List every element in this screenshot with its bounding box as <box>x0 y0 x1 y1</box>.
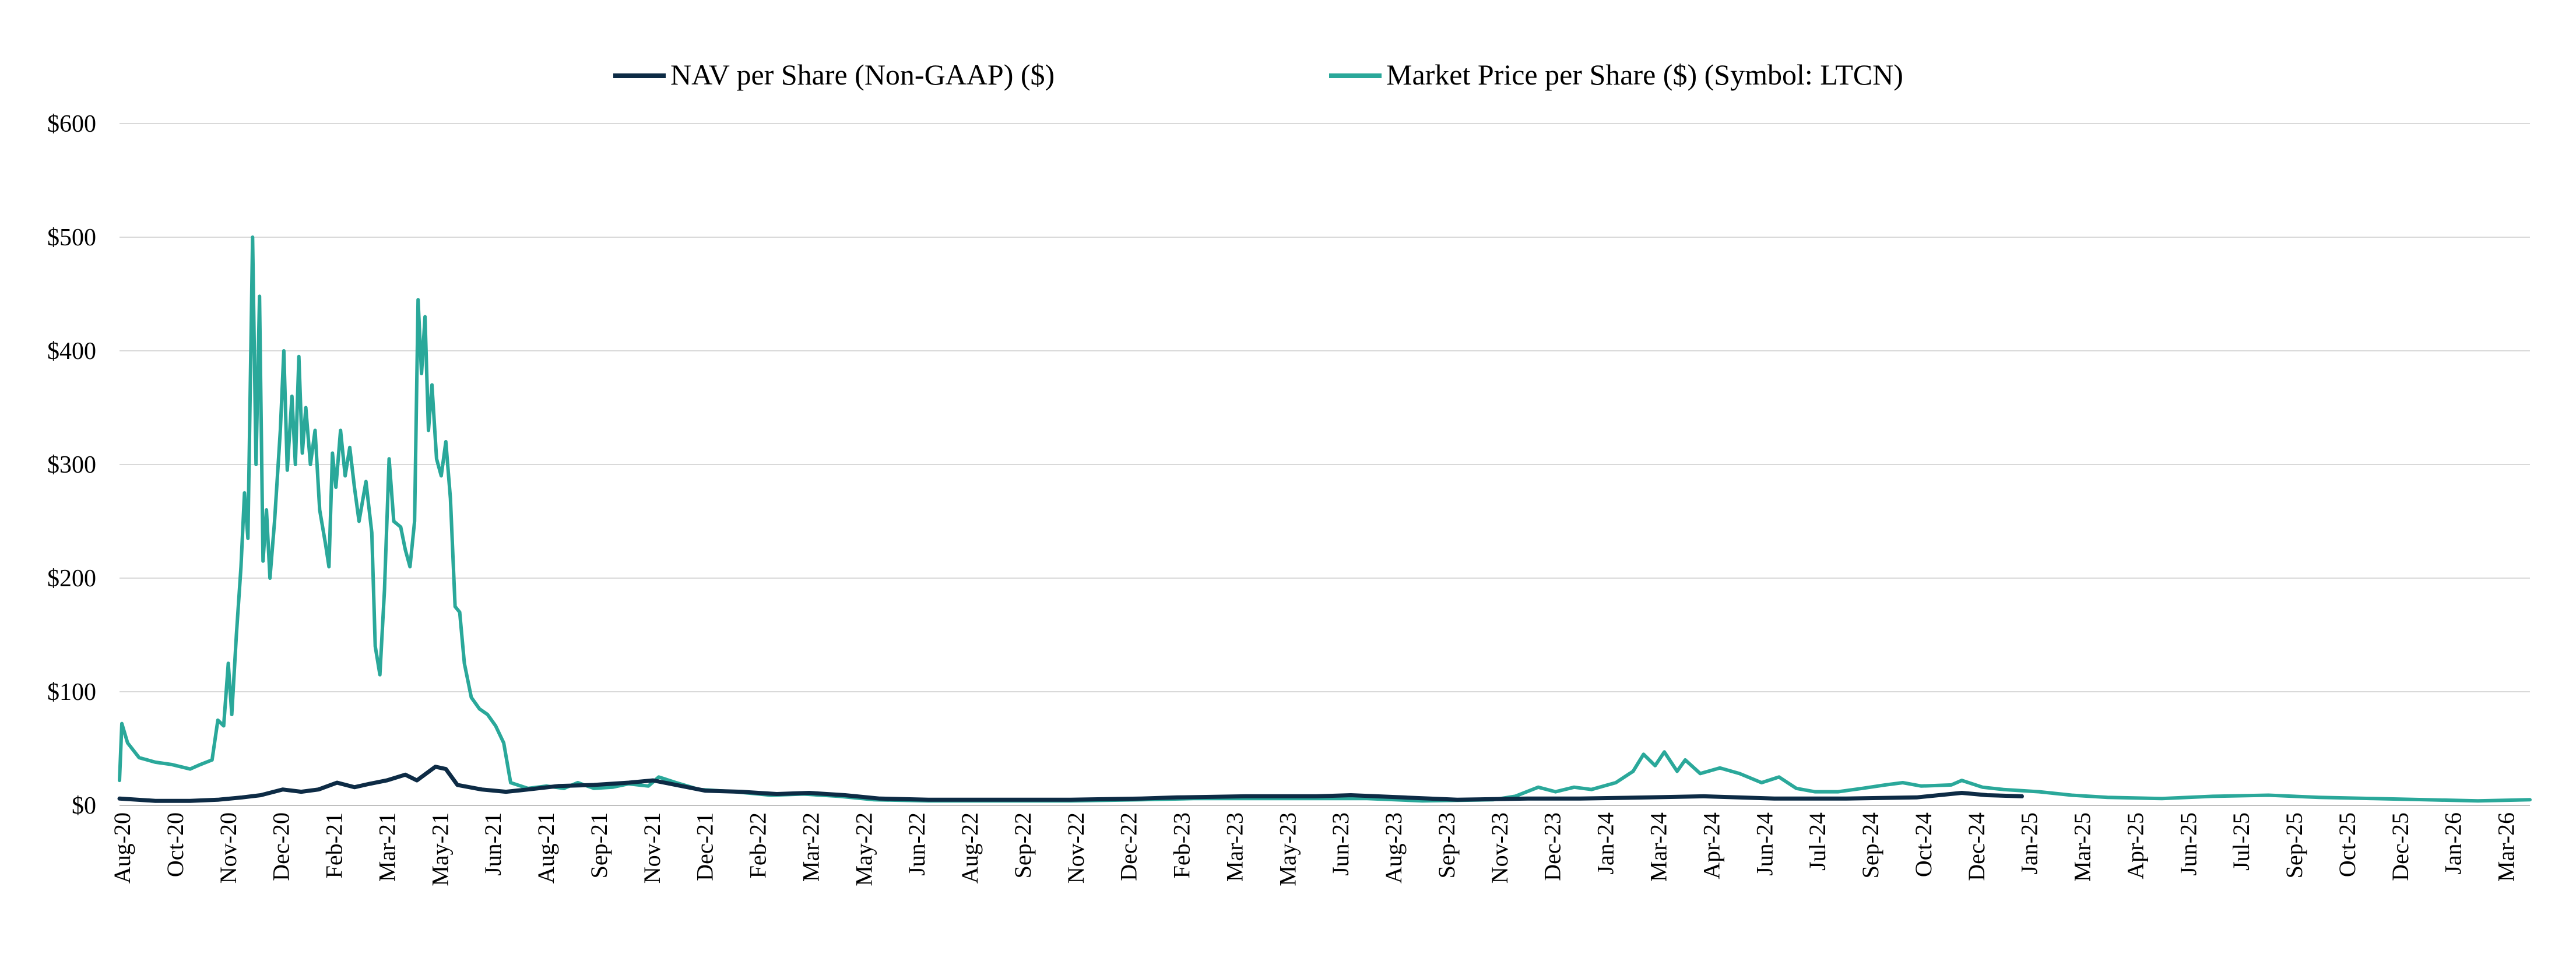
legend: NAV per Share (Non-GAAP) ($) Market Price… <box>613 58 1903 91</box>
x-tick-label: Nov-21 <box>639 812 665 883</box>
x-tick-label: Dec-21 <box>692 812 718 881</box>
x-tick-label: May-23 <box>1274 812 1301 886</box>
x-tick-label: Aug-20 <box>109 812 135 883</box>
y-tick-label: $200 <box>47 565 96 592</box>
x-tick-label: Mar-21 <box>374 812 400 882</box>
x-tick-label: Dec-25 <box>2387 812 2413 881</box>
y-tick-label: $0 <box>72 793 96 819</box>
x-tick-label: Jul-24 <box>1804 812 1830 871</box>
nav-series-line <box>117 765 2024 803</box>
x-tick-label: Mar-26 <box>2493 812 2519 882</box>
x-tick-label: Nov-23 <box>1486 812 1513 883</box>
x-tick-label: Jul-25 <box>2228 812 2254 871</box>
x-tick-label: May-21 <box>427 812 453 886</box>
x-tick-label: Feb-23 <box>1169 812 1195 878</box>
y-tick-label: $400 <box>47 338 96 365</box>
x-tick-label: Mar-25 <box>2069 812 2096 882</box>
x-tick-label: Nov-22 <box>1063 812 1089 883</box>
x-tick-label: Sep-22 <box>1010 812 1036 878</box>
series-lines <box>117 235 2532 803</box>
x-tick-label: Aug-21 <box>533 812 559 883</box>
y-tick-label: $300 <box>47 452 96 478</box>
x-tick-label: Jan-25 <box>2016 812 2043 875</box>
x-tick-label: Sep-24 <box>1857 812 1883 878</box>
x-tick-label: Dec-20 <box>268 812 294 881</box>
x-tick-label: Feb-21 <box>321 812 347 878</box>
y-tick-labels: $0 $100 $200 $300 $400 $500 $600 <box>47 111 96 819</box>
x-tick-label: Jan-26 <box>2440 812 2466 875</box>
x-tick-label: Jun-23 <box>1327 812 1354 876</box>
x-tick-label: Oct-24 <box>1910 812 1937 877</box>
x-tick-label: Jun-25 <box>2175 812 2201 876</box>
x-tick-label: Sep-25 <box>2281 812 2307 878</box>
x-tick-label: Oct-25 <box>2334 812 2360 877</box>
x-tick-label: Apr-25 <box>2122 812 2148 879</box>
x-tick-label: Jan-24 <box>1593 812 1619 875</box>
x-tick-label: Apr-24 <box>1698 812 1724 879</box>
x-tick-label: Dec-24 <box>1963 812 1990 881</box>
x-tick-label: Dec-23 <box>1540 812 1566 881</box>
x-tick-label: Mar-22 <box>797 812 824 882</box>
y-tick-label: $600 <box>47 111 96 138</box>
legend-market-price-label: Market Price per Share ($) (Symbol: LTCN… <box>1386 58 1903 91</box>
x-tick-label: Sep-21 <box>586 812 612 878</box>
x-tick-label: Mar-24 <box>1645 812 1671 882</box>
market-price-series-line <box>118 235 2532 803</box>
x-tick-label: Aug-23 <box>1380 812 1407 883</box>
x-tick-label: Jun-22 <box>904 812 930 876</box>
legend-nav-label: NAV per Share (Non-GAAP) ($) <box>670 58 1055 91</box>
x-tick-label: Sep-23 <box>1433 812 1460 878</box>
x-tick-label: Dec-22 <box>1116 812 1142 881</box>
x-tick-label: Jun-21 <box>480 812 506 876</box>
y-tick-label: $100 <box>47 679 96 706</box>
y-tick-label: $500 <box>47 224 96 251</box>
x-tick-label: Jun-24 <box>1751 812 1777 876</box>
x-tick-label: Aug-22 <box>957 812 983 883</box>
x-tick-label: Oct-20 <box>162 812 188 877</box>
x-tick-label: Feb-22 <box>745 812 771 878</box>
x-tick-label: Nov-20 <box>215 812 241 883</box>
x-tick-label: Mar-23 <box>1221 812 1247 882</box>
x-tick-labels: Aug-20 Oct-20 Nov-20 Dec-20 Feb-21 Mar-21 May-… <box>109 812 2519 886</box>
x-tick-label: May-22 <box>851 812 877 886</box>
gridlines <box>120 123 2530 692</box>
